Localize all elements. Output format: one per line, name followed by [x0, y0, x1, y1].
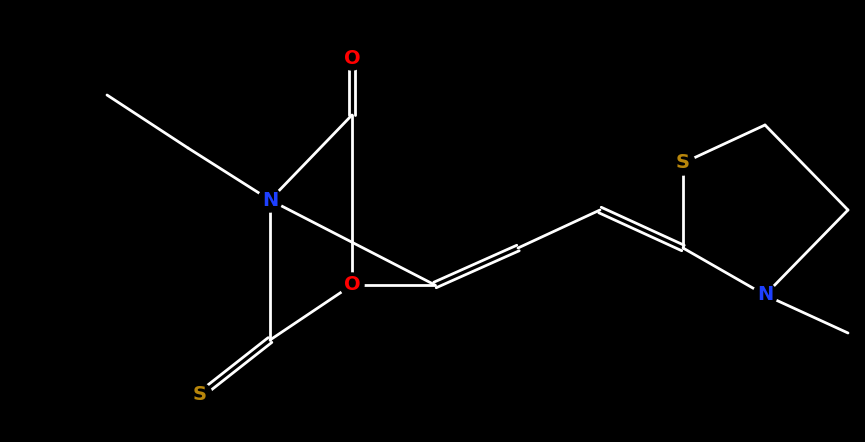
Circle shape [188, 383, 212, 407]
Circle shape [340, 273, 364, 297]
Text: O: O [343, 49, 361, 68]
Circle shape [258, 188, 282, 212]
Text: O: O [343, 275, 361, 294]
Circle shape [340, 46, 364, 70]
Circle shape [671, 151, 695, 175]
Circle shape [753, 283, 777, 307]
Text: N: N [757, 286, 773, 305]
Text: S: S [193, 385, 207, 404]
Text: N: N [262, 191, 279, 210]
Text: S: S [676, 153, 690, 172]
